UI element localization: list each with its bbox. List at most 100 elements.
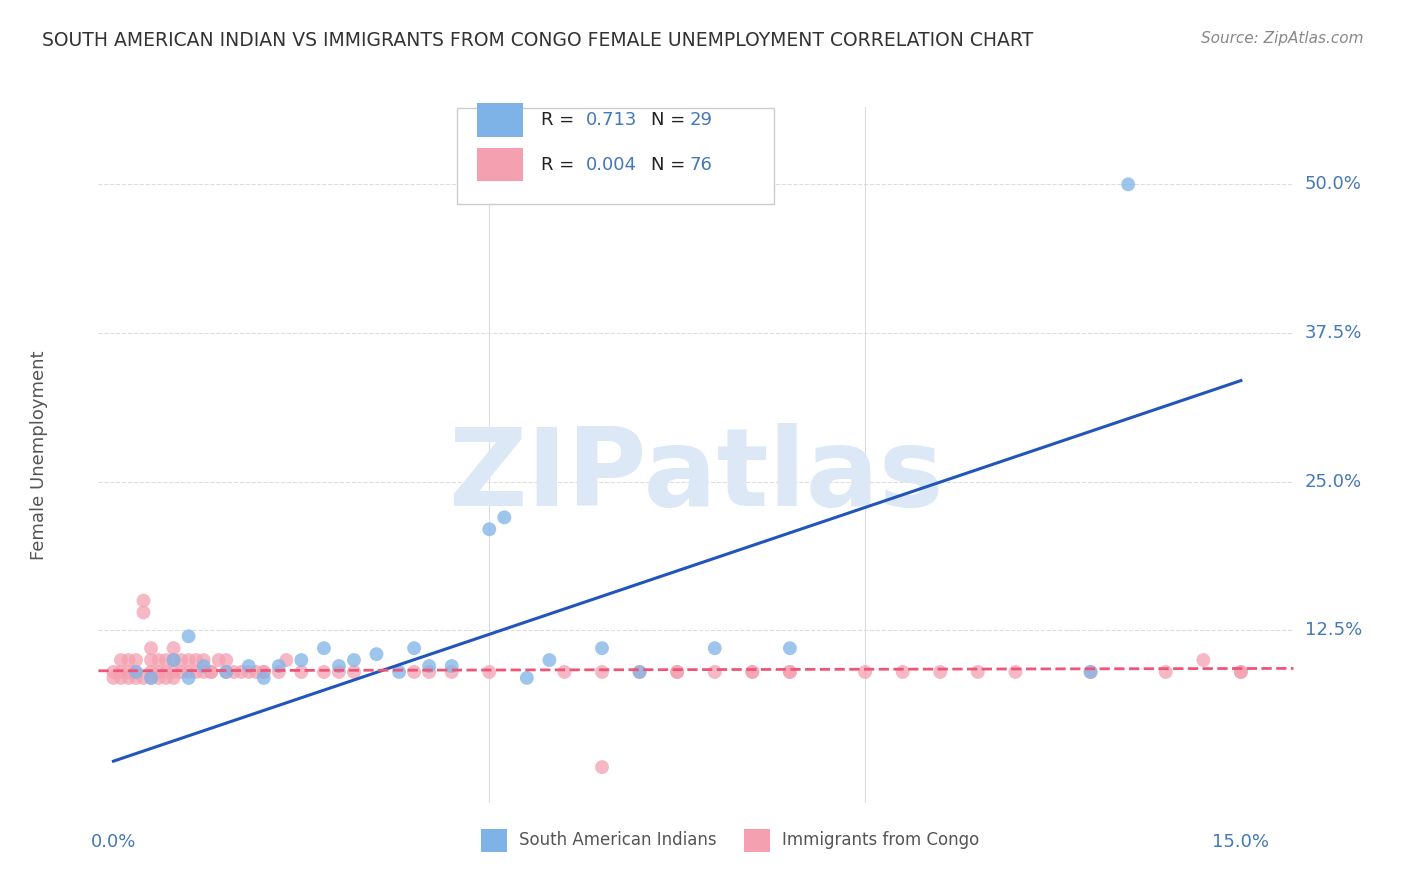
- Point: [343, 665, 366, 679]
- Point: [125, 671, 148, 685]
- Point: [779, 665, 801, 679]
- Point: [418, 665, 440, 679]
- Text: Source: ZipAtlas.com: Source: ZipAtlas.com: [1201, 31, 1364, 46]
- Point: [267, 665, 290, 679]
- Point: [155, 671, 177, 685]
- Point: [110, 671, 132, 685]
- FancyBboxPatch shape: [457, 109, 773, 204]
- Point: [1080, 665, 1102, 679]
- Point: [253, 671, 276, 685]
- Point: [208, 653, 231, 667]
- Point: [139, 641, 162, 656]
- Point: [478, 522, 501, 536]
- Point: [891, 665, 914, 679]
- Point: [628, 665, 651, 679]
- Text: Female Unemployment: Female Unemployment: [30, 351, 48, 559]
- Point: [703, 641, 725, 656]
- Point: [666, 665, 689, 679]
- Point: [290, 665, 312, 679]
- Point: [779, 641, 801, 656]
- Point: [139, 665, 162, 679]
- Point: [184, 665, 207, 679]
- Point: [1230, 665, 1253, 679]
- Text: SOUTH AMERICAN INDIAN VS IMMIGRANTS FROM CONGO FEMALE UNEMPLOYMENT CORRELATION C: SOUTH AMERICAN INDIAN VS IMMIGRANTS FROM…: [42, 31, 1033, 50]
- Text: R =: R =: [540, 156, 579, 174]
- Point: [388, 665, 411, 679]
- Text: 0.713: 0.713: [586, 112, 637, 129]
- Text: 0.004: 0.004: [586, 156, 637, 174]
- Text: 0.0%: 0.0%: [91, 833, 136, 851]
- Text: 76: 76: [690, 156, 713, 174]
- Point: [591, 760, 613, 774]
- Point: [103, 671, 125, 685]
- Point: [170, 665, 193, 679]
- Point: [125, 653, 148, 667]
- Point: [125, 665, 148, 679]
- Point: [155, 665, 177, 679]
- Point: [404, 665, 426, 679]
- Point: [666, 665, 689, 679]
- Point: [591, 665, 613, 679]
- Point: [238, 659, 260, 673]
- Point: [193, 665, 215, 679]
- Point: [193, 659, 215, 673]
- Point: [328, 659, 350, 673]
- Text: N =: N =: [651, 156, 685, 174]
- Point: [494, 510, 516, 524]
- Point: [418, 659, 440, 673]
- Point: [553, 665, 575, 679]
- Point: [139, 653, 162, 667]
- Point: [628, 665, 651, 679]
- Point: [1230, 665, 1253, 679]
- Point: [222, 665, 245, 679]
- Bar: [481, 830, 508, 852]
- Text: Immigrants from Congo: Immigrants from Congo: [782, 831, 979, 849]
- Point: [200, 665, 222, 679]
- Point: [1080, 665, 1102, 679]
- Point: [117, 665, 139, 679]
- Point: [132, 606, 155, 620]
- Text: 15.0%: 15.0%: [1212, 833, 1270, 851]
- Point: [779, 665, 801, 679]
- Point: [177, 671, 200, 685]
- Point: [290, 653, 312, 667]
- Text: 50.0%: 50.0%: [1305, 176, 1361, 194]
- Text: ZIPatlas: ZIPatlas: [449, 423, 943, 529]
- Point: [177, 665, 200, 679]
- Point: [162, 653, 184, 667]
- Text: 12.5%: 12.5%: [1305, 622, 1362, 640]
- Point: [162, 641, 184, 656]
- Point: [117, 653, 139, 667]
- Text: 25.0%: 25.0%: [1305, 473, 1362, 491]
- Point: [162, 671, 184, 685]
- Bar: [477, 148, 523, 181]
- Text: R =: R =: [540, 112, 579, 129]
- Text: 37.5%: 37.5%: [1305, 324, 1362, 342]
- Text: 29: 29: [690, 112, 713, 129]
- Point: [148, 665, 170, 679]
- Point: [703, 665, 725, 679]
- Point: [404, 641, 426, 656]
- Point: [1192, 653, 1215, 667]
- Point: [215, 665, 238, 679]
- Point: [343, 653, 366, 667]
- Point: [184, 653, 207, 667]
- Point: [132, 671, 155, 685]
- Point: [276, 653, 298, 667]
- Point: [267, 659, 290, 673]
- Point: [193, 653, 215, 667]
- Text: N =: N =: [651, 112, 685, 129]
- Point: [231, 665, 253, 679]
- Text: South American Indians: South American Indians: [519, 831, 717, 849]
- Point: [245, 665, 267, 679]
- Point: [215, 653, 238, 667]
- Point: [328, 665, 350, 679]
- Point: [538, 653, 561, 667]
- Point: [148, 671, 170, 685]
- Point: [162, 665, 184, 679]
- Point: [139, 671, 162, 685]
- Point: [125, 665, 148, 679]
- Bar: [477, 103, 523, 136]
- Point: [929, 665, 952, 679]
- Point: [177, 629, 200, 643]
